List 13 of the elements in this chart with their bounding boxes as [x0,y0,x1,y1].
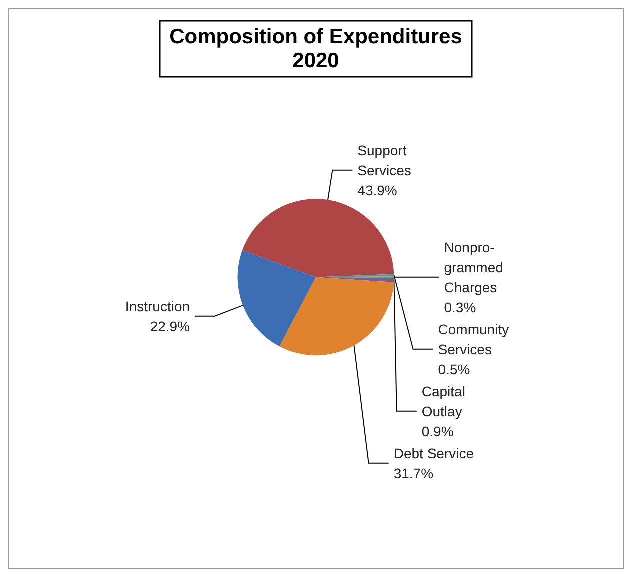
data-label: 0.9% [422,423,454,440]
data-label: 22.9% [150,318,190,334]
slice-label: Nonpro- grammed Charges [444,239,504,296]
data-label: 0.3% [444,299,476,316]
slice-label: Support Services [358,142,412,178]
slice-label: Instruction [125,298,190,314]
data-label: 0.5% [438,361,470,378]
data-label: 31.7% [394,465,434,482]
slice-label: Capital Outlay [422,383,466,420]
slice-label: Community Services [438,321,510,358]
slice-label: Debt Service [394,445,474,462]
data-label: 43.9% [358,182,398,198]
chart-title: Composition of Expenditures 2020 [170,26,462,72]
